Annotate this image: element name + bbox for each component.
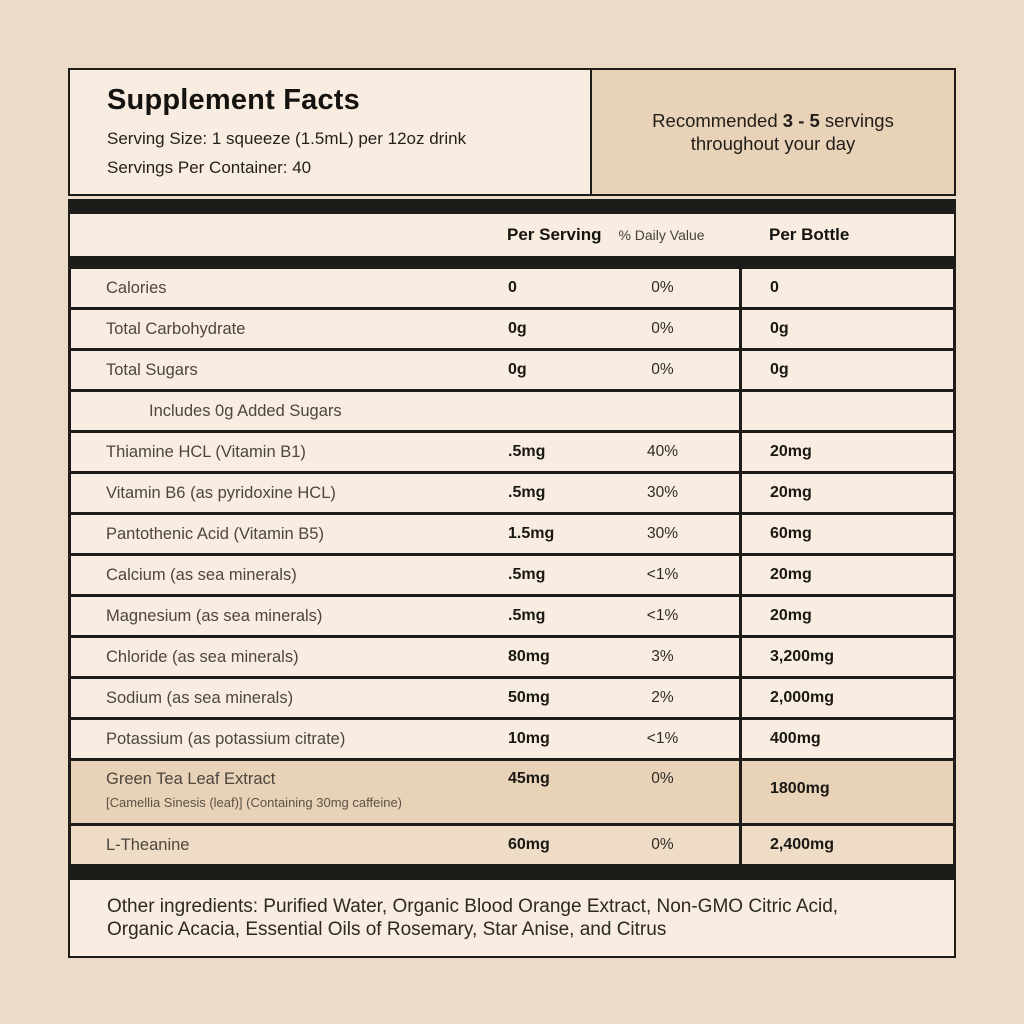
- row-label: Chloride (as sea minerals): [106, 647, 299, 666]
- per-bottle-value: 400mg: [739, 720, 953, 758]
- daily-value: 0%: [651, 320, 674, 337]
- per-serving-value: 0: [508, 279, 517, 296]
- daily-value: 40%: [646, 443, 679, 460]
- per-serving-value: .5mg: [508, 484, 546, 501]
- daily-value: 30%: [646, 484, 679, 501]
- row-label: Calcium (as sea minerals): [106, 565, 297, 584]
- per-bottle-value: 2,400mg: [739, 826, 953, 864]
- per-serving-value: 80mg: [508, 648, 550, 665]
- column-header-per-serving: Per Serving: [507, 225, 602, 244]
- per-serving-value: .5mg: [508, 607, 546, 624]
- per-serving-value: .5mg: [508, 566, 546, 583]
- supplement-facts-label: Supplement Facts Serving Size: 1 squeeze…: [68, 68, 956, 958]
- servings-per-container-text: Servings Per Container: 40: [107, 158, 312, 177]
- header-section: Supplement Facts Serving Size: 1 squeeze…: [68, 68, 956, 196]
- per-bottle-value: [739, 392, 953, 430]
- row-sublabel: [Camellia Sinesis (leaf)] (Containing 30…: [106, 795, 403, 810]
- table-row-l-theanine: L-Theanine 60mg 0% 2,400mg: [71, 823, 953, 864]
- row-label: Sodium (as sea minerals): [106, 688, 294, 707]
- table-row-sodium: Sodium (as sea minerals) 50mg 2% 2,000mg: [71, 676, 953, 717]
- column-header-row: Per Serving % Daily Value Per Bottle: [68, 214, 956, 256]
- table-row-magnesium: Magnesium (as sea minerals) .5mg <1% 20m…: [71, 594, 953, 635]
- serving-size-text: Serving Size: 1 squeeze (1.5mL) per 12oz…: [107, 129, 467, 148]
- per-bottle-value: 60mg: [739, 515, 953, 553]
- per-bottle-value: 0g: [739, 310, 953, 348]
- per-serving-value: .5mg: [508, 443, 546, 460]
- facts-header-box: Supplement Facts Serving Size: 1 squeeze…: [68, 68, 592, 196]
- recommendation-suffix: servings: [819, 110, 894, 131]
- other-ingredients-box: Other ingredients: Purified Water, Organ…: [68, 878, 956, 958]
- recommendation-line2: throughout your day: [690, 133, 856, 154]
- divider-bar-bottom: [68, 864, 956, 878]
- other-ingredients-text: Other ingredients: Purified Water, Organ…: [107, 896, 839, 940]
- row-label: Pantothenic Acid (Vitamin B5): [106, 524, 324, 543]
- divider-bar-header: [68, 256, 956, 269]
- per-serving-value: 50mg: [508, 689, 550, 706]
- per-serving-value: 10mg: [508, 730, 550, 747]
- column-header-daily-value: % Daily Value: [618, 227, 705, 243]
- table-row-total-sugars: Total Sugars 0g 0% 0g: [71, 348, 953, 389]
- daily-value: <1%: [646, 566, 679, 583]
- daily-value: <1%: [646, 607, 679, 624]
- per-serving-value: 1.5mg: [508, 525, 555, 542]
- per-bottle-value: 20mg: [739, 474, 953, 512]
- recommendation-box: Recommended 3 - 5 servings throughout yo…: [590, 68, 956, 196]
- table-row-chloride: Chloride (as sea minerals) 80mg 3% 3,200…: [71, 635, 953, 676]
- per-bottle-value: 20mg: [739, 597, 953, 635]
- per-bottle-value: 3,200mg: [739, 638, 953, 676]
- table-row-vitamin-b6: Vitamin B6 (as pyridoxine HCL) .5mg 30% …: [71, 471, 953, 512]
- table-row-added-sugars: Includes 0g Added Sugars: [71, 389, 953, 430]
- table-row-calcium: Calcium (as sea minerals) .5mg <1% 20mg: [71, 553, 953, 594]
- per-bottle-value: 2,000mg: [739, 679, 953, 717]
- table-row-potassium: Potassium (as potassium citrate) 10mg <1…: [71, 717, 953, 758]
- row-label: Vitamin B6 (as pyridoxine HCL): [106, 483, 336, 502]
- nutrient-table: Calories 0 0% 0 Total Carbohydrate 0g 0%…: [68, 269, 956, 864]
- daily-value: 30%: [646, 525, 679, 542]
- per-bottle-value: 20mg: [739, 556, 953, 594]
- daily-value: 0%: [651, 770, 674, 787]
- recommendation-line1: Recommended 3 - 5 servings: [652, 109, 894, 132]
- daily-value: 0%: [651, 836, 674, 853]
- daily-value: 0%: [651, 361, 674, 378]
- recommendation-prefix: Recommended: [652, 110, 783, 131]
- row-label: Green Tea Leaf Extract: [106, 770, 276, 788]
- per-serving-value: 45mg: [508, 770, 550, 787]
- table-row-green-tea: Green Tea Leaf Extract [Camellia Sinesis…: [71, 758, 953, 823]
- per-bottle-value: 0g: [739, 351, 953, 389]
- table-row-pantothenic-acid: Pantothenic Acid (Vitamin B5) 1.5mg 30% …: [71, 512, 953, 553]
- daily-value: 3%: [651, 648, 674, 665]
- row-label: Total Sugars: [106, 360, 198, 379]
- divider-bar-top: [68, 199, 956, 214]
- per-serving-value: 0g: [508, 320, 527, 337]
- column-header-per-bottle: Per Bottle: [769, 225, 850, 244]
- row-label-group: Green Tea Leaf Extract [Camellia Sinesis…: [71, 761, 508, 810]
- row-label: Total Carbohydrate: [106, 319, 246, 338]
- daily-value: 2%: [651, 689, 674, 706]
- row-label: Magnesium (as sea minerals): [106, 606, 323, 625]
- row-label: Thiamine HCL (Vitamin B1): [106, 442, 306, 461]
- row-label: Includes 0g Added Sugars: [149, 401, 342, 420]
- per-serving-value: 60mg: [508, 836, 550, 853]
- per-serving-value: 0g: [508, 361, 527, 378]
- page-title: Supplement Facts: [107, 84, 360, 116]
- row-label: Calories: [106, 278, 167, 297]
- row-label: L-Theanine: [106, 835, 190, 854]
- table-row-calories: Calories 0 0% 0: [71, 269, 953, 307]
- per-bottle-value: 0: [739, 269, 953, 307]
- daily-value: <1%: [646, 730, 679, 747]
- table-row-thiamine: Thiamine HCL (Vitamin B1) .5mg 40% 20mg: [71, 430, 953, 471]
- table-row-total-carbohydrate: Total Carbohydrate 0g 0% 0g: [71, 307, 953, 348]
- daily-value: 0%: [651, 279, 674, 296]
- per-bottle-value: 1800mg: [739, 761, 953, 823]
- row-label: Potassium (as potassium citrate): [106, 729, 346, 748]
- per-bottle-value: 20mg: [739, 433, 953, 471]
- recommendation-range: 3 - 5: [782, 110, 820, 131]
